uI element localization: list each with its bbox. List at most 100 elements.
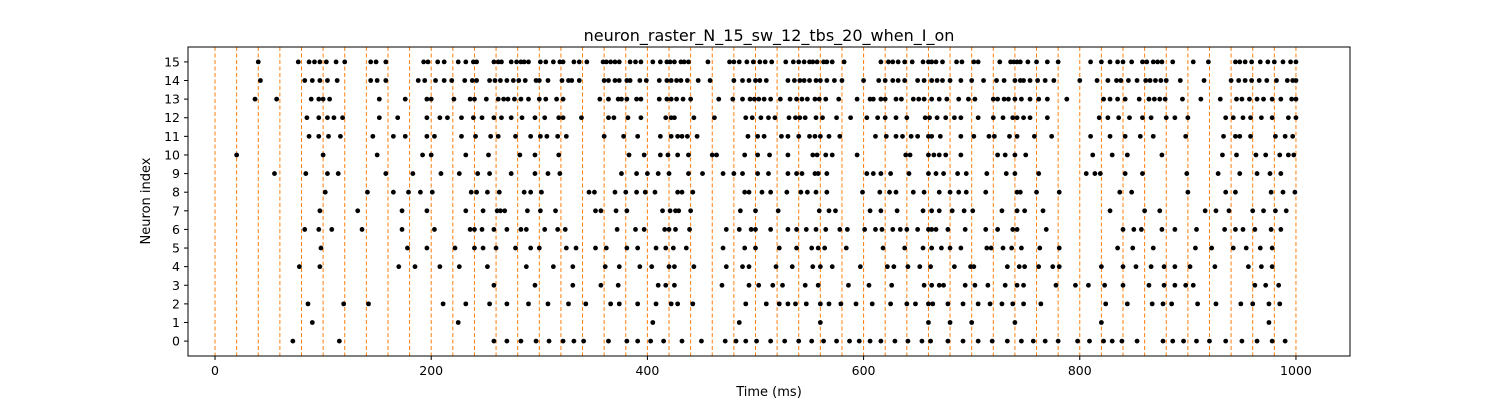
spike-marker xyxy=(1140,115,1145,121)
spike-marker xyxy=(814,152,820,158)
spike-marker xyxy=(1056,189,1062,195)
plot-frame xyxy=(187,46,1351,357)
spike-marker xyxy=(652,189,658,195)
spike-marker xyxy=(675,189,681,195)
spike-marker xyxy=(505,96,511,102)
spike-marker xyxy=(1098,59,1104,65)
spike-marker xyxy=(571,59,577,65)
x-tick-label: 400 xyxy=(635,363,659,378)
spike-marker xyxy=(1257,59,1263,65)
spike-marker xyxy=(789,264,795,270)
spike-marker xyxy=(846,282,851,288)
spike-marker xyxy=(657,152,663,158)
spike-marker xyxy=(668,133,674,139)
spike-marker xyxy=(1044,59,1050,65)
spike-marker xyxy=(619,96,624,102)
spike-marker xyxy=(661,338,667,344)
spike-marker xyxy=(928,264,933,270)
spike-marker xyxy=(687,227,692,232)
spike-marker xyxy=(532,282,538,288)
spike-marker xyxy=(1273,208,1278,214)
spike-marker xyxy=(1233,59,1238,65)
spike-marker xyxy=(1115,96,1120,102)
spike-marker xyxy=(1257,245,1263,251)
spike-marker xyxy=(947,320,953,325)
spike-marker xyxy=(555,133,561,139)
spike-marker xyxy=(686,59,691,65)
spike-marker xyxy=(317,208,323,214)
spike-marker xyxy=(424,208,430,214)
spike-marker xyxy=(1134,78,1140,83)
spike-marker xyxy=(1220,152,1225,158)
spike-marker xyxy=(499,59,504,65)
spike-marker xyxy=(1184,171,1190,176)
spike-marker xyxy=(1187,264,1193,270)
spike-marker xyxy=(1134,338,1140,344)
spike-marker xyxy=(1266,301,1272,307)
spike-marker xyxy=(1291,152,1297,158)
spike-marker xyxy=(396,264,402,270)
spike-marker xyxy=(926,320,931,325)
spike-marker xyxy=(882,115,888,121)
spike-marker xyxy=(1004,338,1010,344)
spike-marker xyxy=(684,133,690,139)
spike-marker xyxy=(556,115,562,121)
spike-marker xyxy=(1138,227,1144,232)
spike-marker xyxy=(761,133,767,139)
spike-marker xyxy=(455,320,461,325)
spike-marker xyxy=(809,245,815,251)
spike-marker xyxy=(544,133,550,139)
spike-marker xyxy=(1153,78,1158,83)
spike-marker xyxy=(733,338,739,344)
spike-marker xyxy=(634,171,639,176)
spike-marker xyxy=(1056,245,1062,251)
spike-marker xyxy=(796,59,802,65)
spike-marker xyxy=(785,78,791,83)
spike-marker xyxy=(537,59,543,65)
spike-marker xyxy=(804,189,810,195)
spike-marker xyxy=(309,78,315,83)
spike-marker xyxy=(1212,264,1218,270)
spike-marker xyxy=(794,245,799,251)
spike-marker xyxy=(1283,208,1289,214)
spike-marker xyxy=(870,171,876,176)
spike-marker xyxy=(904,301,910,307)
spike-marker xyxy=(1014,115,1020,121)
spike-marker xyxy=(766,115,771,121)
spike-marker xyxy=(709,152,715,158)
spike-marker xyxy=(916,96,922,102)
spike-marker xyxy=(929,227,935,232)
spike-marker xyxy=(684,78,690,83)
spike-marker xyxy=(635,245,641,251)
spike-marker xyxy=(1105,115,1111,121)
spike-marker xyxy=(854,152,860,158)
spike-marker xyxy=(573,245,579,251)
spike-marker xyxy=(921,282,927,288)
spike-marker xyxy=(893,115,899,121)
spike-marker xyxy=(723,227,729,232)
spike-marker xyxy=(602,264,608,270)
spike-marker xyxy=(1233,189,1238,195)
spike-marker xyxy=(886,59,891,65)
spike-marker xyxy=(306,59,312,65)
spike-marker xyxy=(438,171,444,176)
spike-marker xyxy=(888,171,894,176)
spike-marker xyxy=(428,96,434,102)
spike-marker xyxy=(485,264,490,270)
spike-marker xyxy=(802,115,808,121)
spike-marker xyxy=(972,96,978,102)
spike-marker xyxy=(1250,208,1256,214)
spike-marker xyxy=(971,133,977,139)
spike-marker xyxy=(1183,133,1189,139)
spike-marker xyxy=(787,96,793,102)
spike-marker xyxy=(1107,96,1113,102)
spike-marker xyxy=(928,338,933,344)
y-tick-label: 14 xyxy=(164,73,180,88)
spike-marker xyxy=(675,152,681,158)
spike-marker xyxy=(746,78,752,83)
spike-marker xyxy=(934,115,940,121)
spike-marker xyxy=(1280,59,1286,65)
spike-marker xyxy=(272,171,277,176)
spike-marker xyxy=(1042,338,1048,344)
spike-marker xyxy=(635,301,641,307)
